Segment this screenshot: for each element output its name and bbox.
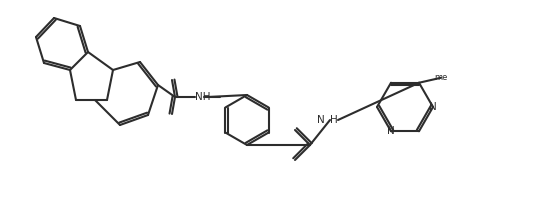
Text: N: N: [317, 115, 325, 125]
Text: N: N: [387, 126, 395, 136]
Text: H: H: [330, 115, 338, 125]
Text: N: N: [429, 102, 437, 112]
Text: me: me: [434, 73, 447, 82]
Text: NH: NH: [195, 92, 210, 102]
